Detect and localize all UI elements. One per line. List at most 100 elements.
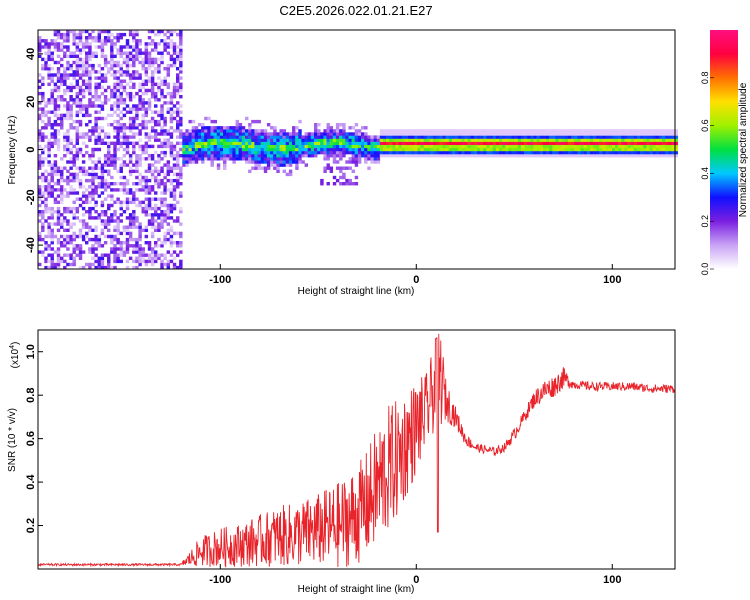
spectrogram-cell (75, 85, 80, 90)
spectrogram-cell (78, 29, 83, 34)
spectrogram-cell (53, 113, 58, 118)
spectrogram-cell (107, 70, 111, 74)
spectrogram-cell (69, 147, 73, 152)
spectrogram-cell (138, 247, 142, 251)
spectrogram-cell (66, 237, 70, 242)
spectrogram-cell (464, 138, 468, 142)
spectrogram-cell (530, 135, 534, 139)
spectrogram-cell (426, 150, 431, 155)
spectrogram-cell (91, 188, 95, 192)
spectrogram-cell (144, 175, 149, 180)
spectrogram-cell (329, 166, 334, 170)
spectrogram-cell (486, 132, 490, 136)
spectrogram-cell (53, 48, 58, 52)
spectrogram-cell (292, 150, 296, 155)
spectrogram-cell (44, 45, 48, 49)
spectrogram-cell (44, 126, 48, 130)
spectrogram-cell (113, 141, 117, 146)
spectrogram-cell (442, 138, 446, 142)
spectrogram-cell (452, 135, 456, 139)
spectrogram-cell (505, 154, 509, 158)
spectrogram-cell (50, 188, 54, 192)
spectrogram-cell (88, 129, 92, 133)
spectrogram-cell (392, 129, 396, 133)
spectrogram-cell (640, 150, 644, 155)
spectrogram-cell (166, 144, 171, 149)
spectrogram-cell (615, 135, 619, 139)
spectrogram-cell (605, 135, 610, 139)
spectrogram-cell (611, 129, 616, 133)
spectrogram-cell (157, 76, 161, 80)
spectrogram-cell (461, 150, 465, 155)
spectrogram-cell (320, 147, 324, 152)
spectrogram-cell (395, 135, 399, 139)
spectrogram-cell (279, 160, 283, 164)
spectrogram-cell (251, 129, 255, 133)
spectrogram-cell (229, 126, 233, 130)
spectrogram-cell (56, 42, 61, 46)
spectrogram-cell (125, 144, 130, 149)
spectrogram-cell (69, 157, 73, 161)
spectrogram-cell (276, 150, 280, 155)
spectrogram-cell (100, 73, 105, 77)
spectrogram-cell (138, 82, 142, 87)
spectrogram-cell (473, 154, 478, 158)
spectrogram-cell (367, 150, 371, 155)
spectrogram-cell (119, 213, 123, 217)
spectrogram-cell (56, 216, 61, 220)
spectrogram-cell (141, 107, 145, 111)
spectrogram-cell (608, 141, 613, 146)
spectrogram-cell (135, 73, 139, 77)
spectrogram-cell (113, 129, 117, 133)
spectrogram-cell (219, 157, 224, 161)
spectrogram-cell (116, 119, 120, 124)
spectrogram-cell (53, 141, 58, 146)
spectrogram-cell (85, 113, 89, 118)
spectrogram-cell (461, 141, 465, 146)
spectrogram-cell (85, 132, 89, 136)
spectrogram-cell (160, 51, 164, 55)
spectrogram-cell (116, 98, 120, 102)
spectrogram-cell (150, 259, 155, 264)
spectrogram-cell (88, 63, 92, 68)
spectrogram-cell (508, 154, 512, 158)
spectrogram-cell (172, 154, 177, 158)
spectrogram-cell (172, 197, 177, 201)
spectrogram-cell (144, 206, 149, 211)
spectrogram-cell (147, 169, 152, 174)
spectrogram-cell (69, 138, 73, 142)
spectrogram-cell (611, 144, 616, 149)
colorbar-tick-label: 0.4 (700, 167, 710, 180)
spectrogram-cell (110, 141, 114, 146)
spectrogram-cell (524, 154, 528, 158)
spectrogram-cell (179, 54, 183, 59)
spectrogram-cell (266, 150, 271, 155)
spectrogram-cell (107, 132, 111, 136)
spectrogram-cell (665, 138, 669, 142)
spectrogram-cell (125, 51, 130, 55)
spectrogram-cell (668, 135, 672, 139)
spectrogram-cell (279, 138, 283, 142)
spectrogram-cell (467, 150, 472, 155)
spectrogram-cell (53, 82, 58, 87)
spectrogram-cell (113, 166, 117, 170)
spectrogram-cell (75, 70, 80, 74)
spectrogram-cell (85, 188, 89, 192)
spectrogram-cell (593, 147, 597, 152)
spectrogram-cell (351, 135, 356, 139)
spectrogram-cell (53, 98, 58, 102)
spectrogram-cell (150, 85, 155, 90)
spectrogram-cell (150, 82, 155, 87)
spectrogram-cell (113, 91, 117, 96)
spectrogram-cell (655, 150, 660, 155)
spectrogram-cell (176, 107, 180, 111)
spectrogram-cell (279, 144, 283, 149)
spectrogram-cell (241, 144, 246, 149)
spectrogram-cell (169, 116, 174, 121)
spectrogram-cell (517, 150, 522, 155)
spectrogram-cell (88, 101, 92, 105)
spectrogram-cell (197, 132, 202, 136)
spectrogram-cell (78, 48, 83, 52)
spectrogram-cell (63, 76, 67, 80)
spectrogram-cell (649, 147, 653, 152)
